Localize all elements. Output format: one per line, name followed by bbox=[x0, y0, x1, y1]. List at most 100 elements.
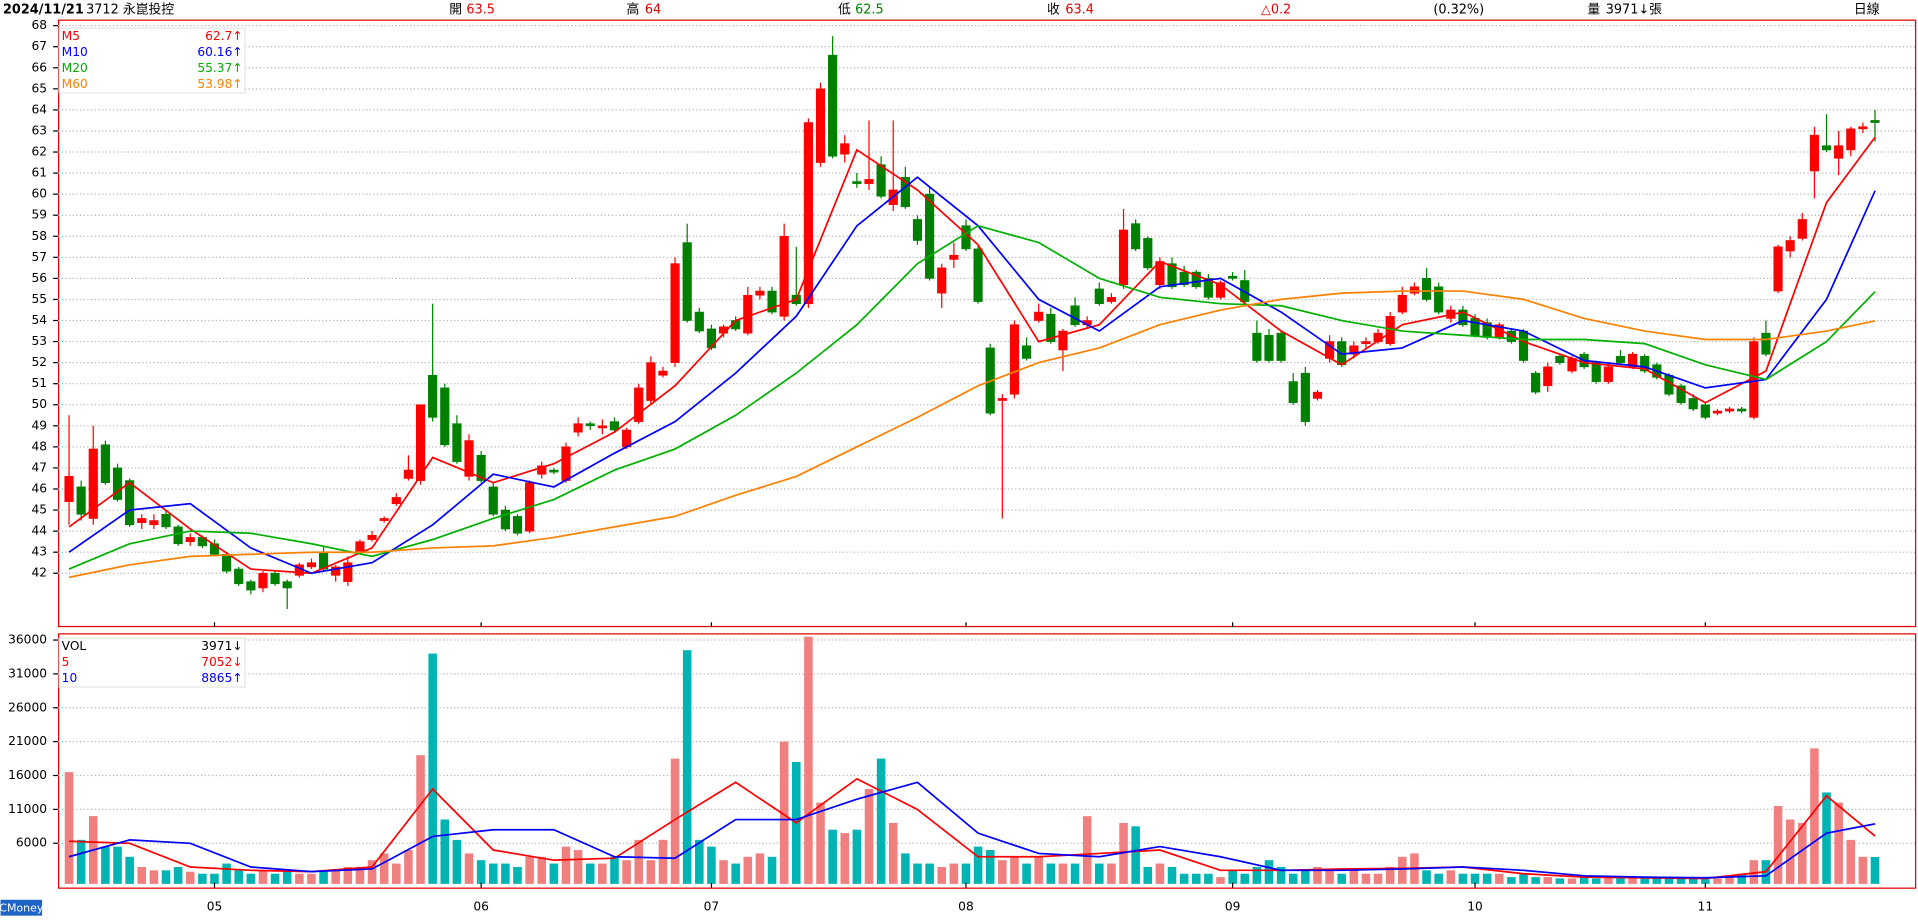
volume-bar bbox=[804, 636, 813, 884]
candle-body bbox=[246, 581, 256, 591]
candle-body bbox=[658, 370, 668, 376]
candle-body bbox=[1761, 332, 1771, 355]
y-tick-label: 62 bbox=[31, 145, 47, 159]
candle-body bbox=[1676, 385, 1686, 403]
volume-bar bbox=[1022, 863, 1031, 884]
candle-body bbox=[670, 263, 680, 363]
candle-body bbox=[573, 423, 583, 433]
candle-body bbox=[1191, 271, 1201, 288]
volume-bar bbox=[282, 870, 292, 884]
volume-bar bbox=[1640, 878, 1650, 884]
candle-body bbox=[1531, 372, 1541, 393]
volume-bar bbox=[1204, 873, 1213, 884]
volume-bar bbox=[1240, 873, 1250, 884]
candle-body bbox=[476, 454, 486, 481]
ma-line bbox=[68, 290, 1876, 579]
legend-name: 10 bbox=[62, 671, 78, 685]
volume-bar bbox=[1325, 870, 1334, 884]
volume-bar bbox=[1507, 877, 1516, 884]
candle-body bbox=[1591, 362, 1601, 382]
y-tick-label: 45 bbox=[31, 503, 47, 517]
candle-body bbox=[646, 362, 656, 401]
y-tick-label: 42 bbox=[31, 566, 47, 580]
legend-name: M10 bbox=[62, 45, 88, 59]
volume-bar bbox=[1276, 866, 1286, 884]
volume-bar bbox=[901, 853, 910, 884]
candle-body bbox=[76, 486, 86, 515]
volume-bar bbox=[1567, 878, 1577, 884]
volume-bar bbox=[440, 819, 450, 884]
volume-bar bbox=[1216, 877, 1225, 884]
volume-bar bbox=[125, 856, 134, 884]
volume-bar bbox=[1604, 877, 1613, 884]
volume-bar bbox=[1264, 860, 1274, 884]
volume-value: 3971↓張 bbox=[1606, 2, 1662, 17]
volume-bar bbox=[598, 863, 607, 884]
candle-body bbox=[1785, 240, 1795, 252]
y-tick-label: 44 bbox=[31, 524, 47, 538]
volume-bar bbox=[113, 846, 122, 884]
volume-bar bbox=[210, 873, 219, 884]
volume-bar bbox=[1373, 873, 1383, 884]
volume-bar bbox=[1713, 878, 1722, 884]
volume-bar bbox=[961, 863, 971, 884]
candle-body bbox=[1215, 282, 1226, 298]
volume-bar bbox=[1579, 877, 1589, 884]
volume-bar bbox=[731, 863, 740, 884]
y-tick-label: 57 bbox=[31, 250, 47, 264]
y-tick-label: 60 bbox=[31, 187, 47, 201]
volume-bar bbox=[1749, 860, 1759, 884]
volume-bar bbox=[404, 850, 413, 884]
stock: 3712 永崑投控 bbox=[86, 1, 174, 17]
x-tick-label: 05 bbox=[207, 900, 223, 914]
period: 日線 bbox=[1854, 1, 1880, 17]
plot-layer: 42 43 44 45 46 47 48 49 50 51 52 53 54 55 56 57 58 59 60 61… bbox=[8, 18, 1917, 914]
low-label: 低 bbox=[838, 2, 851, 17]
volume-bar bbox=[428, 653, 437, 884]
candle-body bbox=[537, 465, 547, 475]
legend-value: 60.16↑ bbox=[197, 45, 242, 59]
y-tick-label: 48 bbox=[31, 439, 47, 453]
candle-body bbox=[403, 469, 413, 479]
candle-body bbox=[973, 248, 983, 302]
candle-body bbox=[585, 423, 595, 427]
volume-bar bbox=[1082, 816, 1092, 884]
candle-body bbox=[597, 425, 607, 429]
date: 2024/11/21 bbox=[3, 2, 84, 17]
volume-bar bbox=[1143, 866, 1153, 884]
volume-bar bbox=[1131, 826, 1140, 884]
candle-body bbox=[1118, 229, 1129, 286]
volume-bar bbox=[1046, 863, 1056, 884]
candle-body bbox=[694, 311, 704, 332]
candle-body bbox=[1858, 126, 1868, 130]
x-tick-label: 06 bbox=[473, 900, 489, 914]
candle-body bbox=[173, 526, 183, 545]
candle-body bbox=[306, 562, 317, 568]
volume-bar bbox=[1070, 863, 1080, 884]
candle-body bbox=[815, 88, 826, 163]
volume-bar bbox=[476, 860, 486, 884]
candle-body bbox=[209, 543, 220, 555]
volume-bar bbox=[573, 850, 583, 884]
candle-body bbox=[925, 193, 935, 279]
candle-body bbox=[561, 446, 571, 481]
volume-bar bbox=[64, 772, 74, 884]
candle-body bbox=[1179, 271, 1189, 286]
volume-bar bbox=[755, 853, 765, 884]
y-tick-label: 47 bbox=[31, 460, 47, 474]
volume-bar bbox=[513, 866, 522, 884]
ma-line bbox=[68, 136, 1876, 575]
candle-body bbox=[367, 535, 377, 540]
low-value: 62.5 bbox=[855, 2, 884, 17]
y-tick-label: 61 bbox=[31, 166, 47, 180]
volume-bar bbox=[1434, 873, 1443, 884]
candle-body bbox=[1640, 356, 1650, 372]
candle-body bbox=[379, 518, 389, 521]
volume-bar bbox=[416, 755, 425, 884]
volume-bar bbox=[258, 870, 268, 884]
candle-body bbox=[428, 374, 438, 418]
open-value: 63.5 bbox=[466, 2, 495, 17]
candle-body bbox=[997, 398, 1007, 401]
